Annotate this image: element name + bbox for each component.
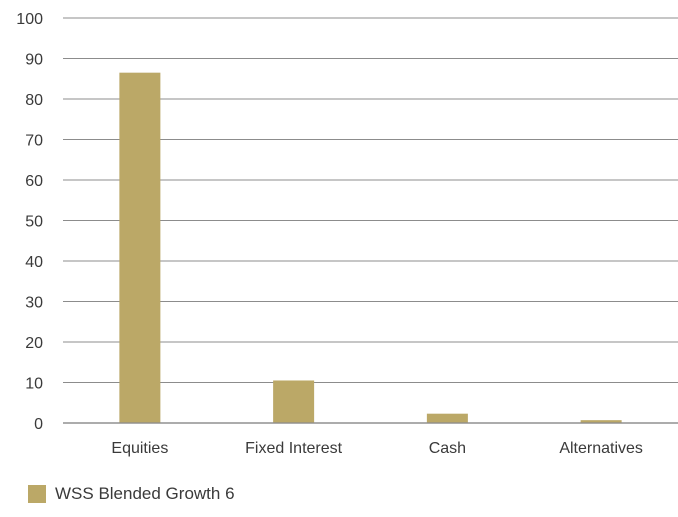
bar-fixed-interest: [273, 380, 315, 423]
legend: WSS Blended Growth 6: [28, 484, 235, 504]
x-tick-label: Equities: [111, 440, 168, 457]
y-tick-label: 30: [25, 295, 43, 312]
gridlines: [63, 17, 678, 424]
x-axis-tick-labels: Equities Fixed Interest Cash Alternatives: [111, 440, 643, 457]
bar-alternatives: [580, 420, 622, 423]
y-tick-label: 90: [25, 52, 43, 69]
y-tick-label: 80: [25, 92, 43, 109]
y-tick-label: 100: [16, 11, 43, 28]
legend-label: WSS Blended Growth 6: [55, 484, 235, 503]
x-tick-label: Alternatives: [559, 440, 643, 457]
bar-equities: [119, 72, 161, 424]
y-tick-label: 60: [25, 173, 43, 190]
y-tick-label: 40: [25, 254, 43, 271]
y-tick-label: 70: [25, 133, 43, 150]
bar-cash: [426, 413, 468, 423]
x-tick-label: Cash: [429, 440, 466, 457]
y-axis-tick-labels: 0 10 20 30 40 50 60 70 80 90 100: [16, 11, 43, 433]
y-tick-label: 50: [25, 214, 43, 231]
y-tick-label: 10: [25, 376, 43, 393]
bars: [119, 72, 622, 424]
legend-swatch: [28, 485, 46, 503]
y-tick-label: 20: [25, 335, 43, 352]
y-tick-label: 0: [34, 416, 43, 433]
x-tick-label: Fixed Interest: [245, 440, 342, 457]
